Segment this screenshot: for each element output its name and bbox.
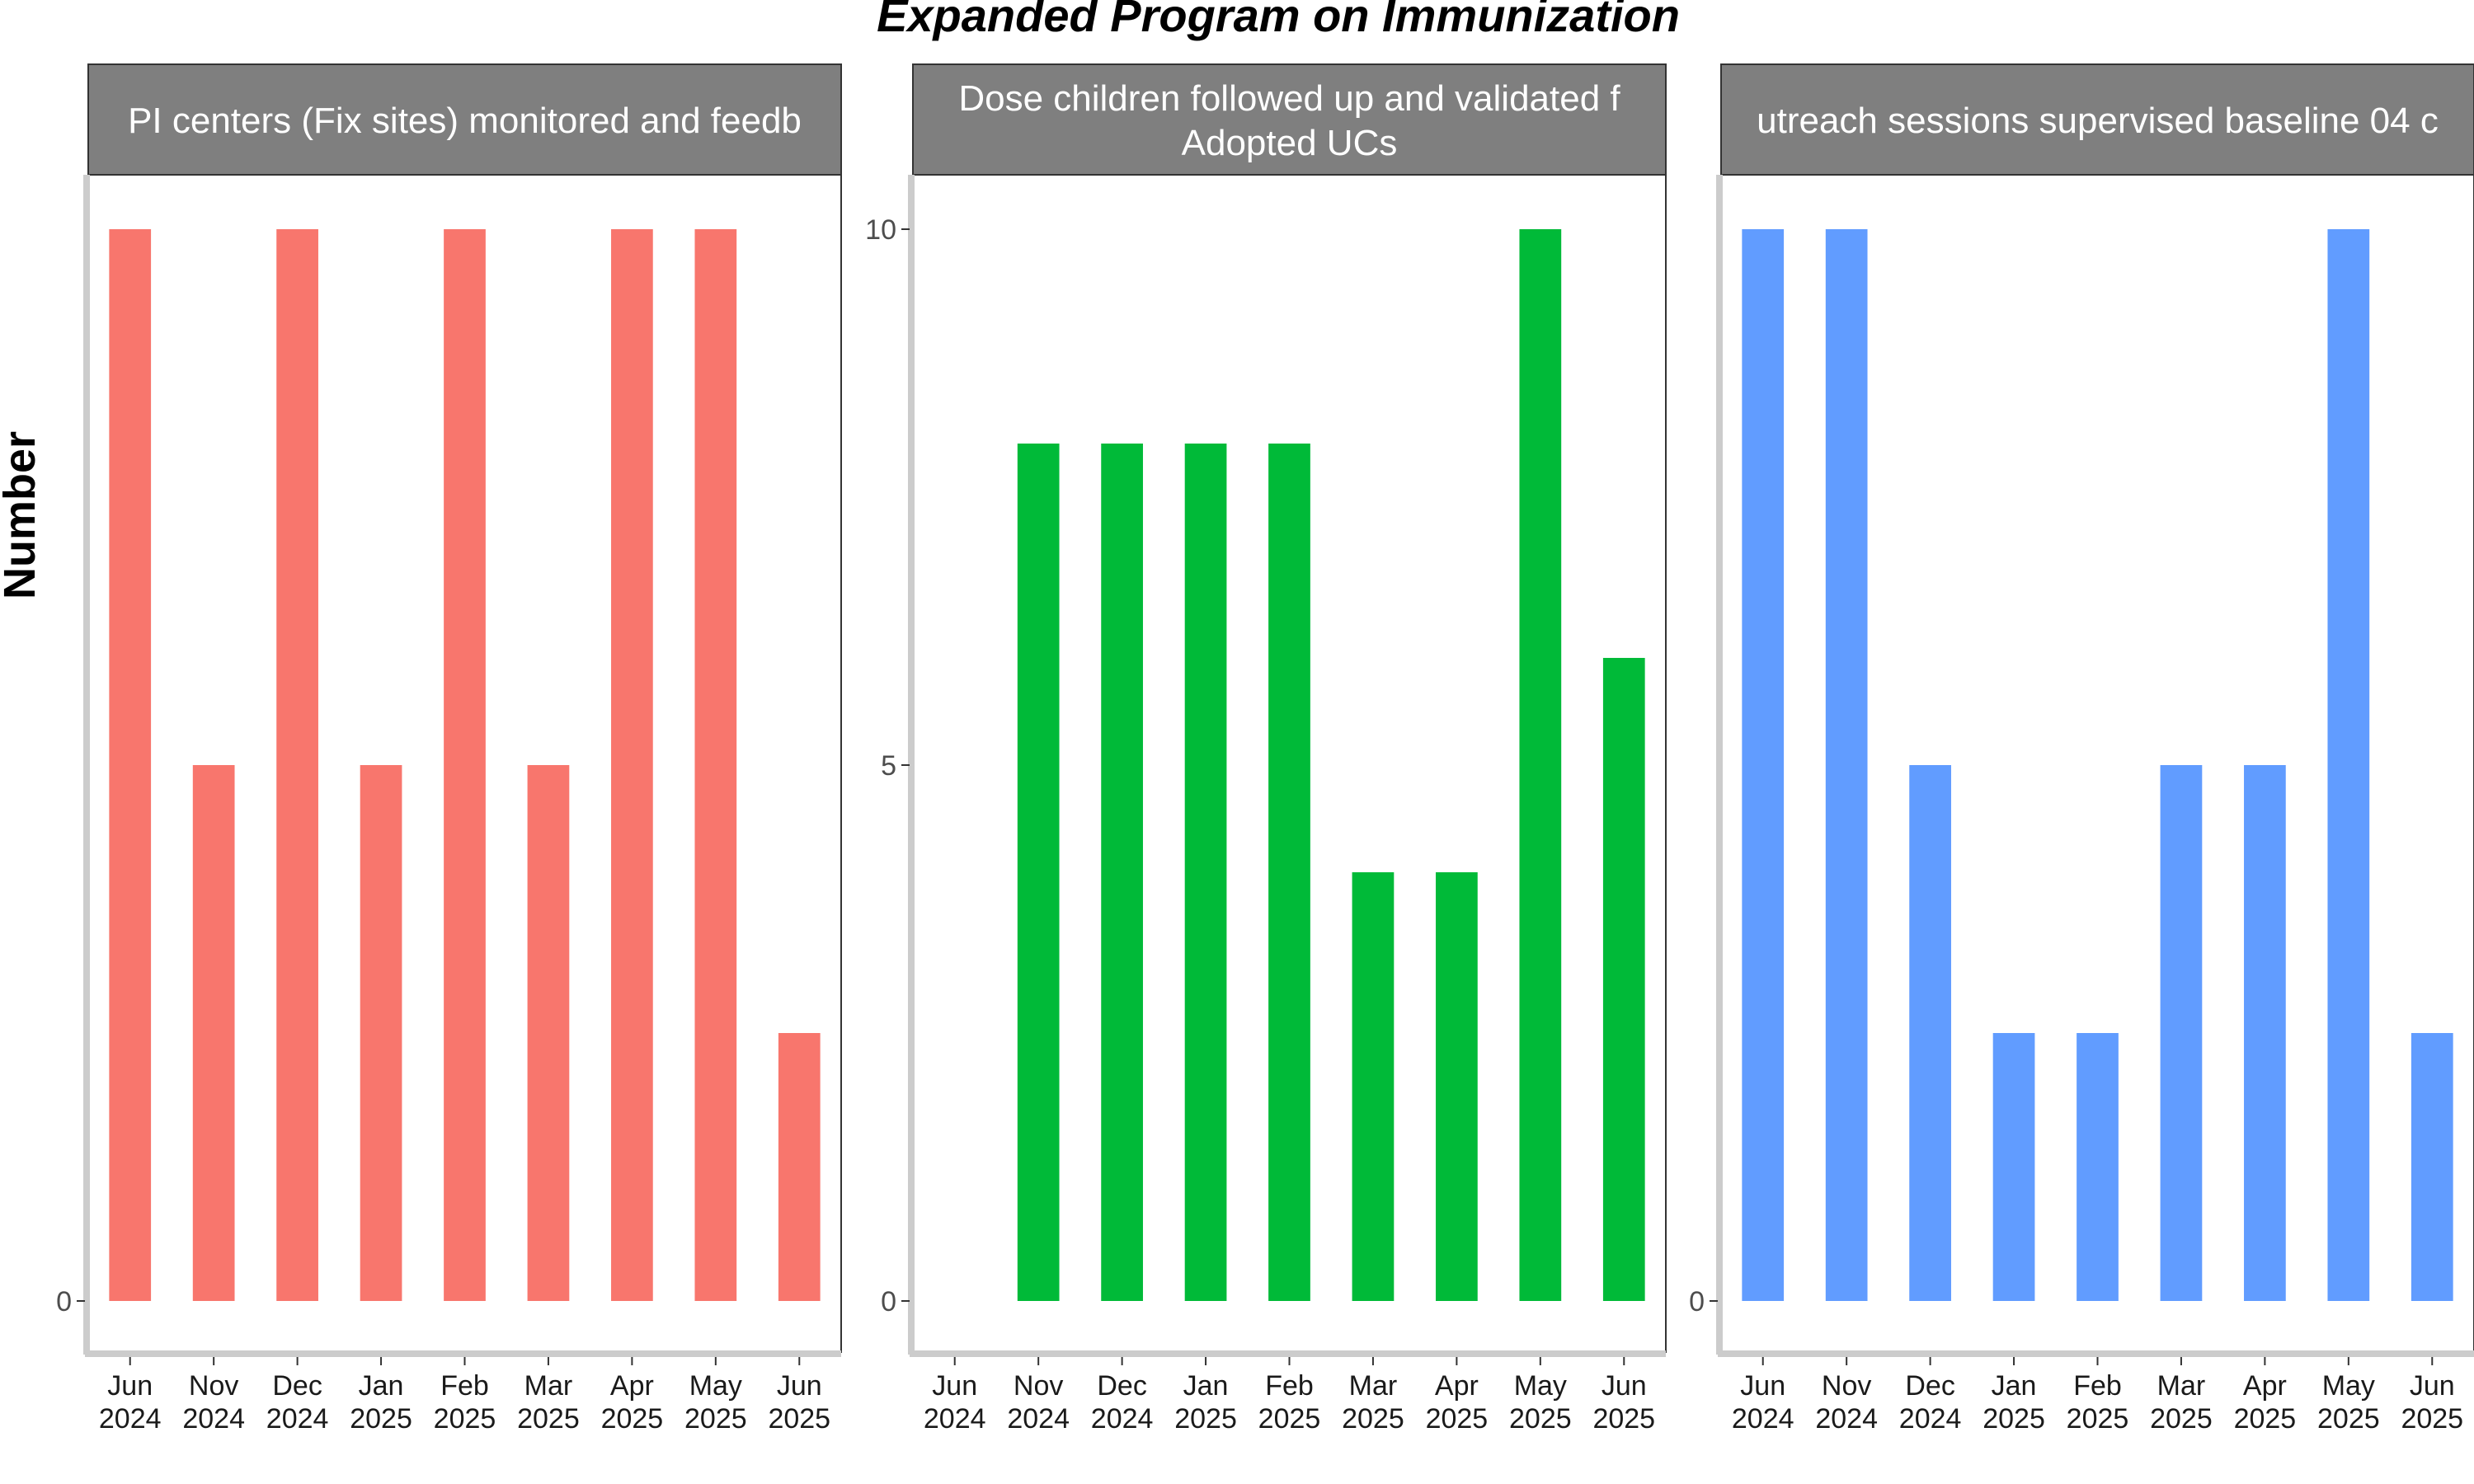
x-tick-label: Nov 2024: [182, 1370, 245, 1435]
bar-feb-2025: [2077, 1033, 2119, 1301]
facet-strip-label: PI centers (Fix sites) monitored and fee…: [128, 101, 802, 141]
x-tick-label: Jun 2024: [1732, 1370, 1794, 1435]
x-tick-label: Jun 2024: [99, 1370, 162, 1435]
x-tick-label: Apr 2025: [2234, 1370, 2297, 1435]
facet-panel-1: PI centers (Fix sites) monitored and fee…: [56, 63, 842, 1435]
y-tick-label: 10: [865, 214, 896, 246]
x-tick-label: May 2025: [2317, 1370, 2380, 1435]
x-tick-label: Mar 2025: [1342, 1370, 1404, 1435]
x-tick-label: Dec 2024: [1091, 1370, 1154, 1435]
bar-dec-2024: [1909, 765, 1951, 1301]
bar-mar-2025: [1352, 872, 1395, 1301]
x-tick-label: Jan 2025: [1982, 1370, 2045, 1435]
x-tick-label: Dec 2024: [266, 1370, 329, 1435]
x-tick-label: Mar 2025: [517, 1370, 580, 1435]
facet-panel-3: utreach sessions supervised baseline 04 …: [1689, 63, 2474, 1435]
x-tick-label: Jun 2025: [768, 1370, 830, 1435]
chart-title: Expanded Program on Immunization: [877, 0, 1680, 41]
bar-jun-2025: [778, 1033, 821, 1301]
bar-may-2025: [2327, 229, 2370, 1301]
bar-nov-2024: [1017, 444, 1060, 1301]
x-tick-label: Jan 2025: [350, 1370, 412, 1435]
bar-feb-2025: [444, 229, 486, 1301]
bar-feb-2025: [1268, 444, 1310, 1301]
bar-dec-2024: [276, 229, 318, 1301]
x-tick-label: May 2025: [1509, 1370, 1572, 1435]
bar-jan-2025: [1184, 444, 1227, 1301]
bar-jan-2025: [1992, 1033, 2035, 1301]
bar-jun-2025: [1602, 658, 1645, 1301]
bar-jun-2025: [2411, 1033, 2453, 1301]
facet-strip-label: Dose children followed up and validated …: [958, 78, 1620, 119]
bar-mar-2025: [2160, 765, 2203, 1301]
x-tick-label: May 2025: [684, 1370, 747, 1435]
x-tick-label: Nov 2024: [1815, 1370, 1878, 1435]
x-tick-label: Feb 2025: [1258, 1370, 1321, 1435]
x-tick-label: Feb 2025: [434, 1370, 496, 1435]
x-tick-label: Apr 2025: [601, 1370, 664, 1435]
bar-apr-2025: [2244, 765, 2286, 1301]
bar-jun-2024: [109, 229, 152, 1301]
facet-strip-label: utreach sessions supervised baseline 04 …: [1757, 101, 2439, 141]
x-tick-label: Nov 2024: [1007, 1370, 1070, 1435]
y-tick-label: 0: [1689, 1286, 1705, 1317]
bar-jan-2025: [360, 765, 402, 1301]
facet-panels: PI centers (Fix sites) monitored and fee…: [56, 63, 2474, 1435]
y-tick-label: 0: [881, 1286, 896, 1317]
y-axis-label: Number: [0, 431, 45, 599]
x-tick-label: Feb 2025: [2067, 1370, 2129, 1435]
x-tick-label: Jan 2025: [1174, 1370, 1237, 1435]
bar-nov-2024: [1825, 229, 1868, 1301]
bar-mar-2025: [527, 765, 570, 1301]
facet-strip-1: [87, 63, 842, 176]
bar-apr-2025: [1436, 872, 1478, 1301]
y-tick-label: 0: [56, 1286, 72, 1317]
facet-panel-2: Dose children followed up and validated …: [865, 63, 1667, 1435]
bar-may-2025: [694, 229, 737, 1301]
x-tick-label: Jun 2025: [2401, 1370, 2463, 1435]
x-tick-label: Dec 2024: [1899, 1370, 1962, 1435]
bar-jun-2024: [1742, 229, 1785, 1301]
bar-nov-2024: [192, 765, 235, 1301]
bar-dec-2024: [1101, 444, 1143, 1301]
x-tick-label: Mar 2025: [2150, 1370, 2213, 1435]
bar-apr-2025: [611, 229, 653, 1301]
x-tick-label: Apr 2025: [1426, 1370, 1489, 1435]
x-tick-label: Jun 2024: [924, 1370, 986, 1435]
facet-strip-3: [1720, 63, 2474, 176]
y-tick-label: 5: [881, 750, 896, 782]
facet-strip-label: Adopted UCs: [1182, 123, 1398, 163]
x-tick-label: Jun 2025: [1592, 1370, 1655, 1435]
bar-may-2025: [1519, 229, 1562, 1301]
